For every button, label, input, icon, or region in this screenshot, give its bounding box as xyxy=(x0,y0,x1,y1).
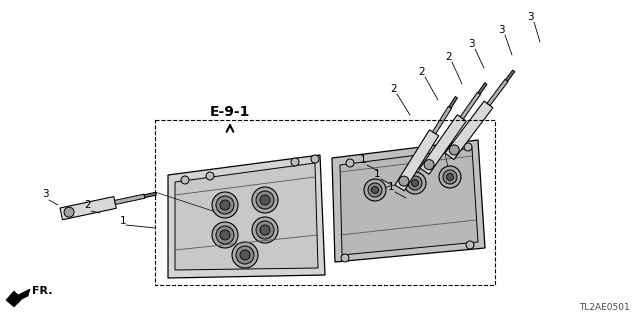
Circle shape xyxy=(236,246,254,264)
Polygon shape xyxy=(175,163,318,270)
Bar xyxy=(155,120,495,285)
Circle shape xyxy=(240,250,250,260)
Circle shape xyxy=(252,187,278,213)
Text: 2: 2 xyxy=(84,200,91,210)
Text: 2: 2 xyxy=(418,67,424,77)
Polygon shape xyxy=(115,194,145,204)
Text: FR.: FR. xyxy=(32,286,52,296)
Circle shape xyxy=(256,221,274,239)
Text: 2: 2 xyxy=(445,52,452,62)
Polygon shape xyxy=(332,140,485,262)
Circle shape xyxy=(439,166,461,188)
Text: E-9-1: E-9-1 xyxy=(210,105,250,119)
Circle shape xyxy=(346,159,354,167)
Circle shape xyxy=(412,180,419,187)
Polygon shape xyxy=(60,196,116,220)
Circle shape xyxy=(220,230,230,240)
Circle shape xyxy=(408,176,422,190)
Text: 3: 3 xyxy=(498,25,504,35)
Circle shape xyxy=(447,173,454,180)
Text: 3: 3 xyxy=(468,39,475,49)
Circle shape xyxy=(404,172,426,194)
Circle shape xyxy=(371,187,378,194)
Circle shape xyxy=(443,170,457,184)
Circle shape xyxy=(206,172,214,180)
Polygon shape xyxy=(395,130,439,191)
Polygon shape xyxy=(460,92,481,119)
Text: 1: 1 xyxy=(360,155,367,165)
Text: 2: 2 xyxy=(390,84,397,94)
Circle shape xyxy=(449,145,460,155)
Circle shape xyxy=(216,226,234,244)
Text: 3: 3 xyxy=(527,12,534,22)
Circle shape xyxy=(399,176,409,186)
Polygon shape xyxy=(445,101,493,160)
Circle shape xyxy=(341,254,349,262)
Text: 1: 1 xyxy=(388,182,395,192)
Polygon shape xyxy=(144,192,156,198)
Circle shape xyxy=(466,241,474,249)
Polygon shape xyxy=(6,289,30,307)
Circle shape xyxy=(291,158,299,166)
Text: 1: 1 xyxy=(374,169,381,179)
Text: 1: 1 xyxy=(120,216,127,226)
Circle shape xyxy=(424,160,434,170)
Text: 3: 3 xyxy=(42,189,49,199)
Circle shape xyxy=(181,176,189,184)
Polygon shape xyxy=(340,148,478,255)
Text: TL2AE0501: TL2AE0501 xyxy=(579,303,630,312)
Polygon shape xyxy=(506,70,515,81)
Circle shape xyxy=(212,192,238,218)
Circle shape xyxy=(220,200,230,210)
Polygon shape xyxy=(433,106,452,134)
Polygon shape xyxy=(168,155,325,278)
Circle shape xyxy=(212,222,238,248)
Circle shape xyxy=(260,195,270,205)
Circle shape xyxy=(368,183,382,197)
Circle shape xyxy=(311,155,319,163)
Circle shape xyxy=(216,196,234,214)
Circle shape xyxy=(464,143,472,151)
Polygon shape xyxy=(449,96,458,108)
Circle shape xyxy=(252,217,278,243)
Circle shape xyxy=(260,225,270,235)
Circle shape xyxy=(364,179,386,201)
Polygon shape xyxy=(478,83,487,94)
Polygon shape xyxy=(487,79,508,106)
Circle shape xyxy=(256,191,274,209)
Polygon shape xyxy=(420,115,467,174)
Circle shape xyxy=(232,242,258,268)
Circle shape xyxy=(64,207,74,217)
